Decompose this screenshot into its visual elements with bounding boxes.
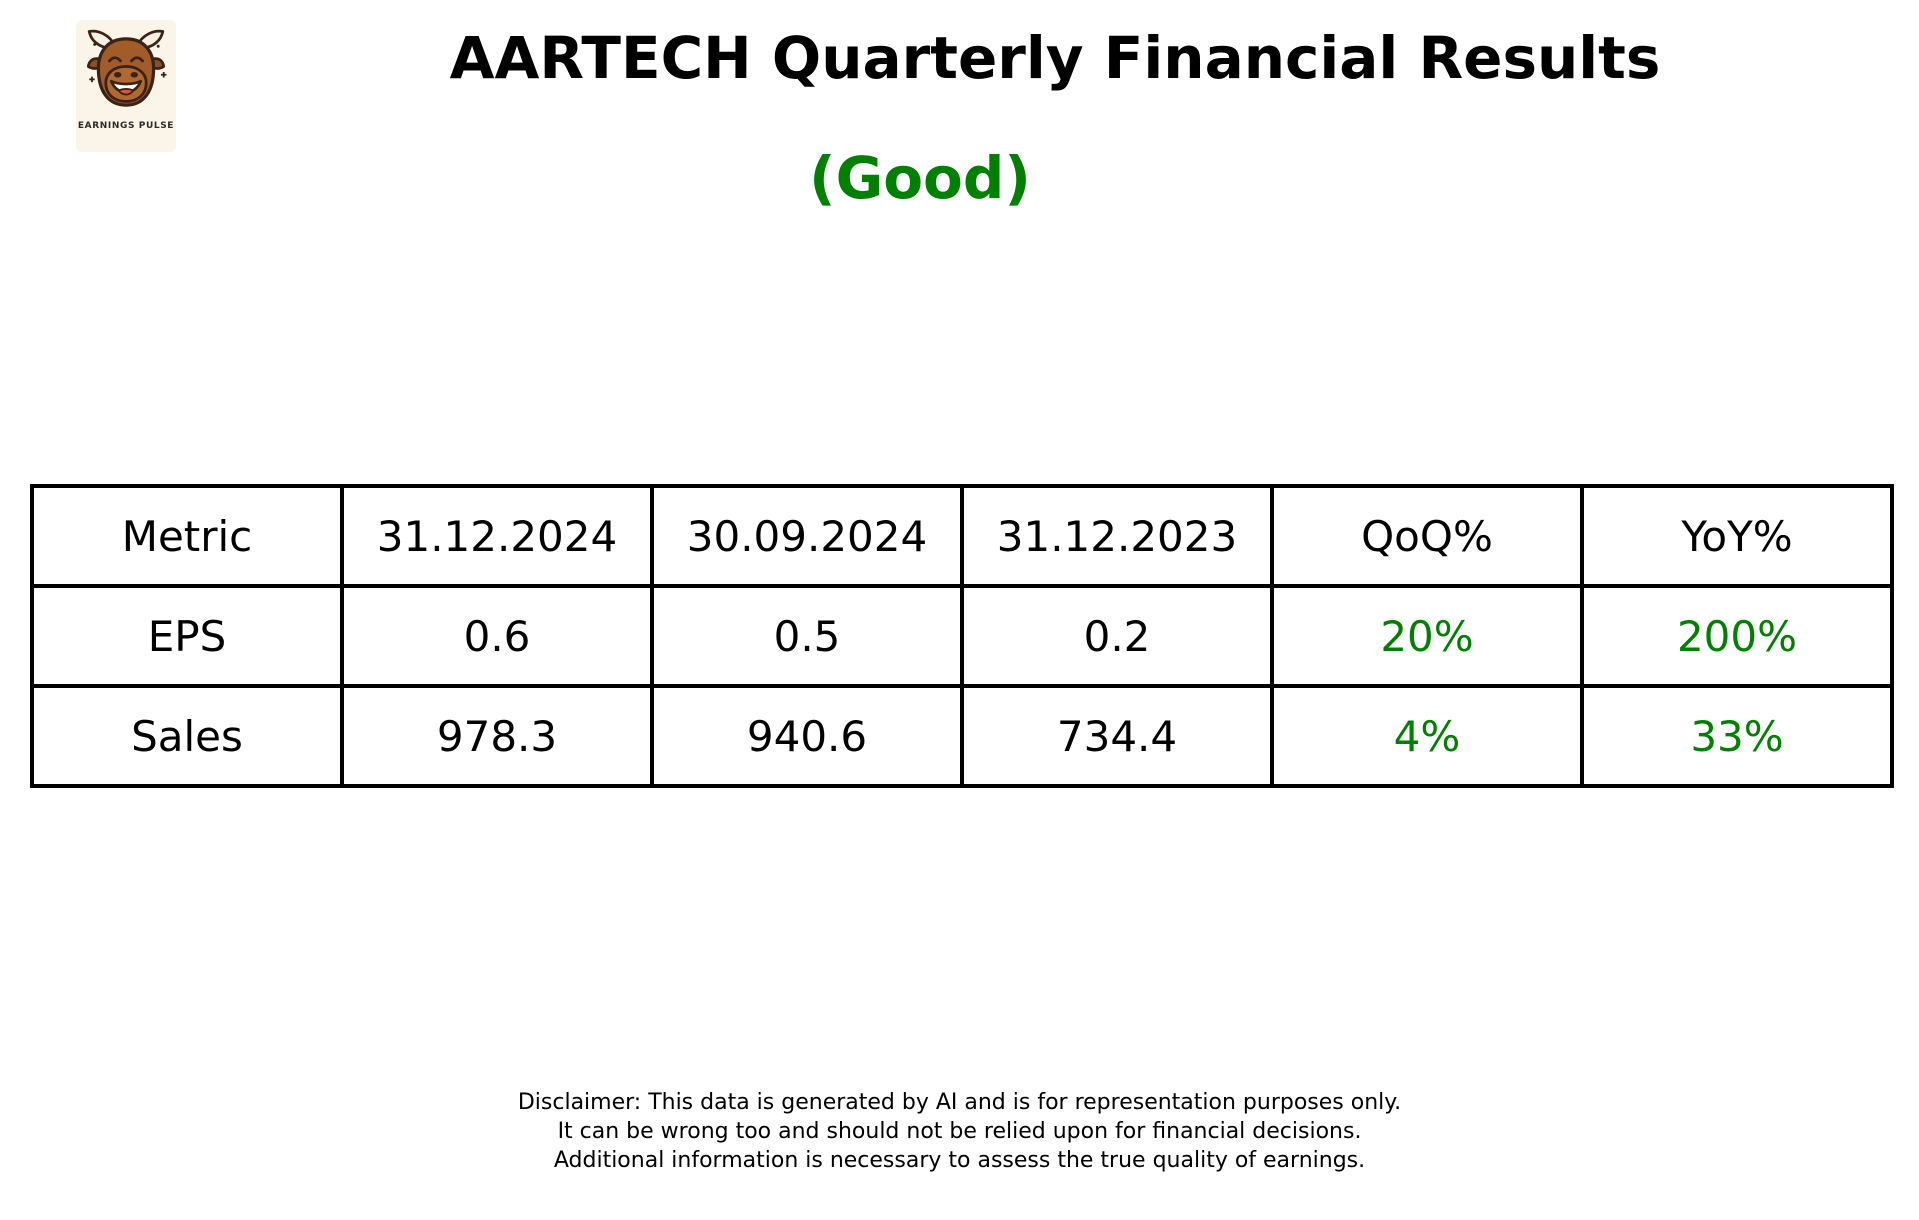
sales-value-30-09-2024: 940.6 bbox=[650, 684, 964, 788]
laughing-bull-icon bbox=[86, 29, 167, 107]
page-title: AARTECH Quarterly Financial Results bbox=[449, 24, 1661, 92]
table-row-sales: Sales 978.3 940.6 734.4 4% 33% bbox=[30, 684, 1894, 788]
column-header-yoy: YoY% bbox=[1580, 484, 1894, 588]
disclaimer-line-2: It can be wrong too and should not be re… bbox=[557, 1119, 1362, 1144]
eps-value-31-12-2024: 0.6 bbox=[340, 584, 654, 688]
eps-value-30-09-2024: 0.5 bbox=[650, 584, 964, 688]
sales-metric-label: Sales bbox=[30, 684, 344, 788]
column-header-31-12-2024: 31.12.2024 bbox=[340, 484, 654, 588]
sales-value-31-12-2024: 978.3 bbox=[340, 684, 654, 788]
sales-qoq-percent: 4% bbox=[1270, 684, 1584, 788]
column-header-qoq: QoQ% bbox=[1270, 484, 1584, 588]
quarterly-results-table: Metric 31.12.2024 30.09.2024 31.12.2023 … bbox=[30, 484, 1894, 788]
table-header-row: Metric 31.12.2024 30.09.2024 31.12.2023 … bbox=[30, 484, 1894, 588]
sales-value-31-12-2023: 734.4 bbox=[960, 684, 1274, 788]
eps-yoy-percent: 200% bbox=[1580, 584, 1894, 688]
column-header-30-09-2024: 30.09.2024 bbox=[650, 484, 964, 588]
verdict-label: (Good) bbox=[809, 144, 1031, 212]
disclaimer-line-3: Additional information is necessary to a… bbox=[553, 1148, 1366, 1173]
earnings-pulse-logo: EARNINGS PULSE bbox=[76, 20, 176, 152]
eps-value-31-12-2023: 0.2 bbox=[960, 584, 1274, 688]
table-row-eps: EPS 0.6 0.5 0.2 20% 200% bbox=[30, 584, 1894, 688]
eps-qoq-percent: 20% bbox=[1270, 584, 1584, 688]
column-header-31-12-2023: 31.12.2023 bbox=[960, 484, 1274, 588]
eps-metric-label: EPS bbox=[30, 584, 344, 688]
disclaimer: Disclaimer: This data is generated by AI… bbox=[0, 1088, 1919, 1175]
sales-yoy-percent: 33% bbox=[1580, 684, 1894, 788]
column-header-metric: Metric bbox=[30, 484, 344, 588]
disclaimer-line-1: Disclaimer: This data is generated by AI… bbox=[517, 1090, 1402, 1115]
logo-brand-text: EARNINGS PULSE bbox=[77, 121, 175, 131]
